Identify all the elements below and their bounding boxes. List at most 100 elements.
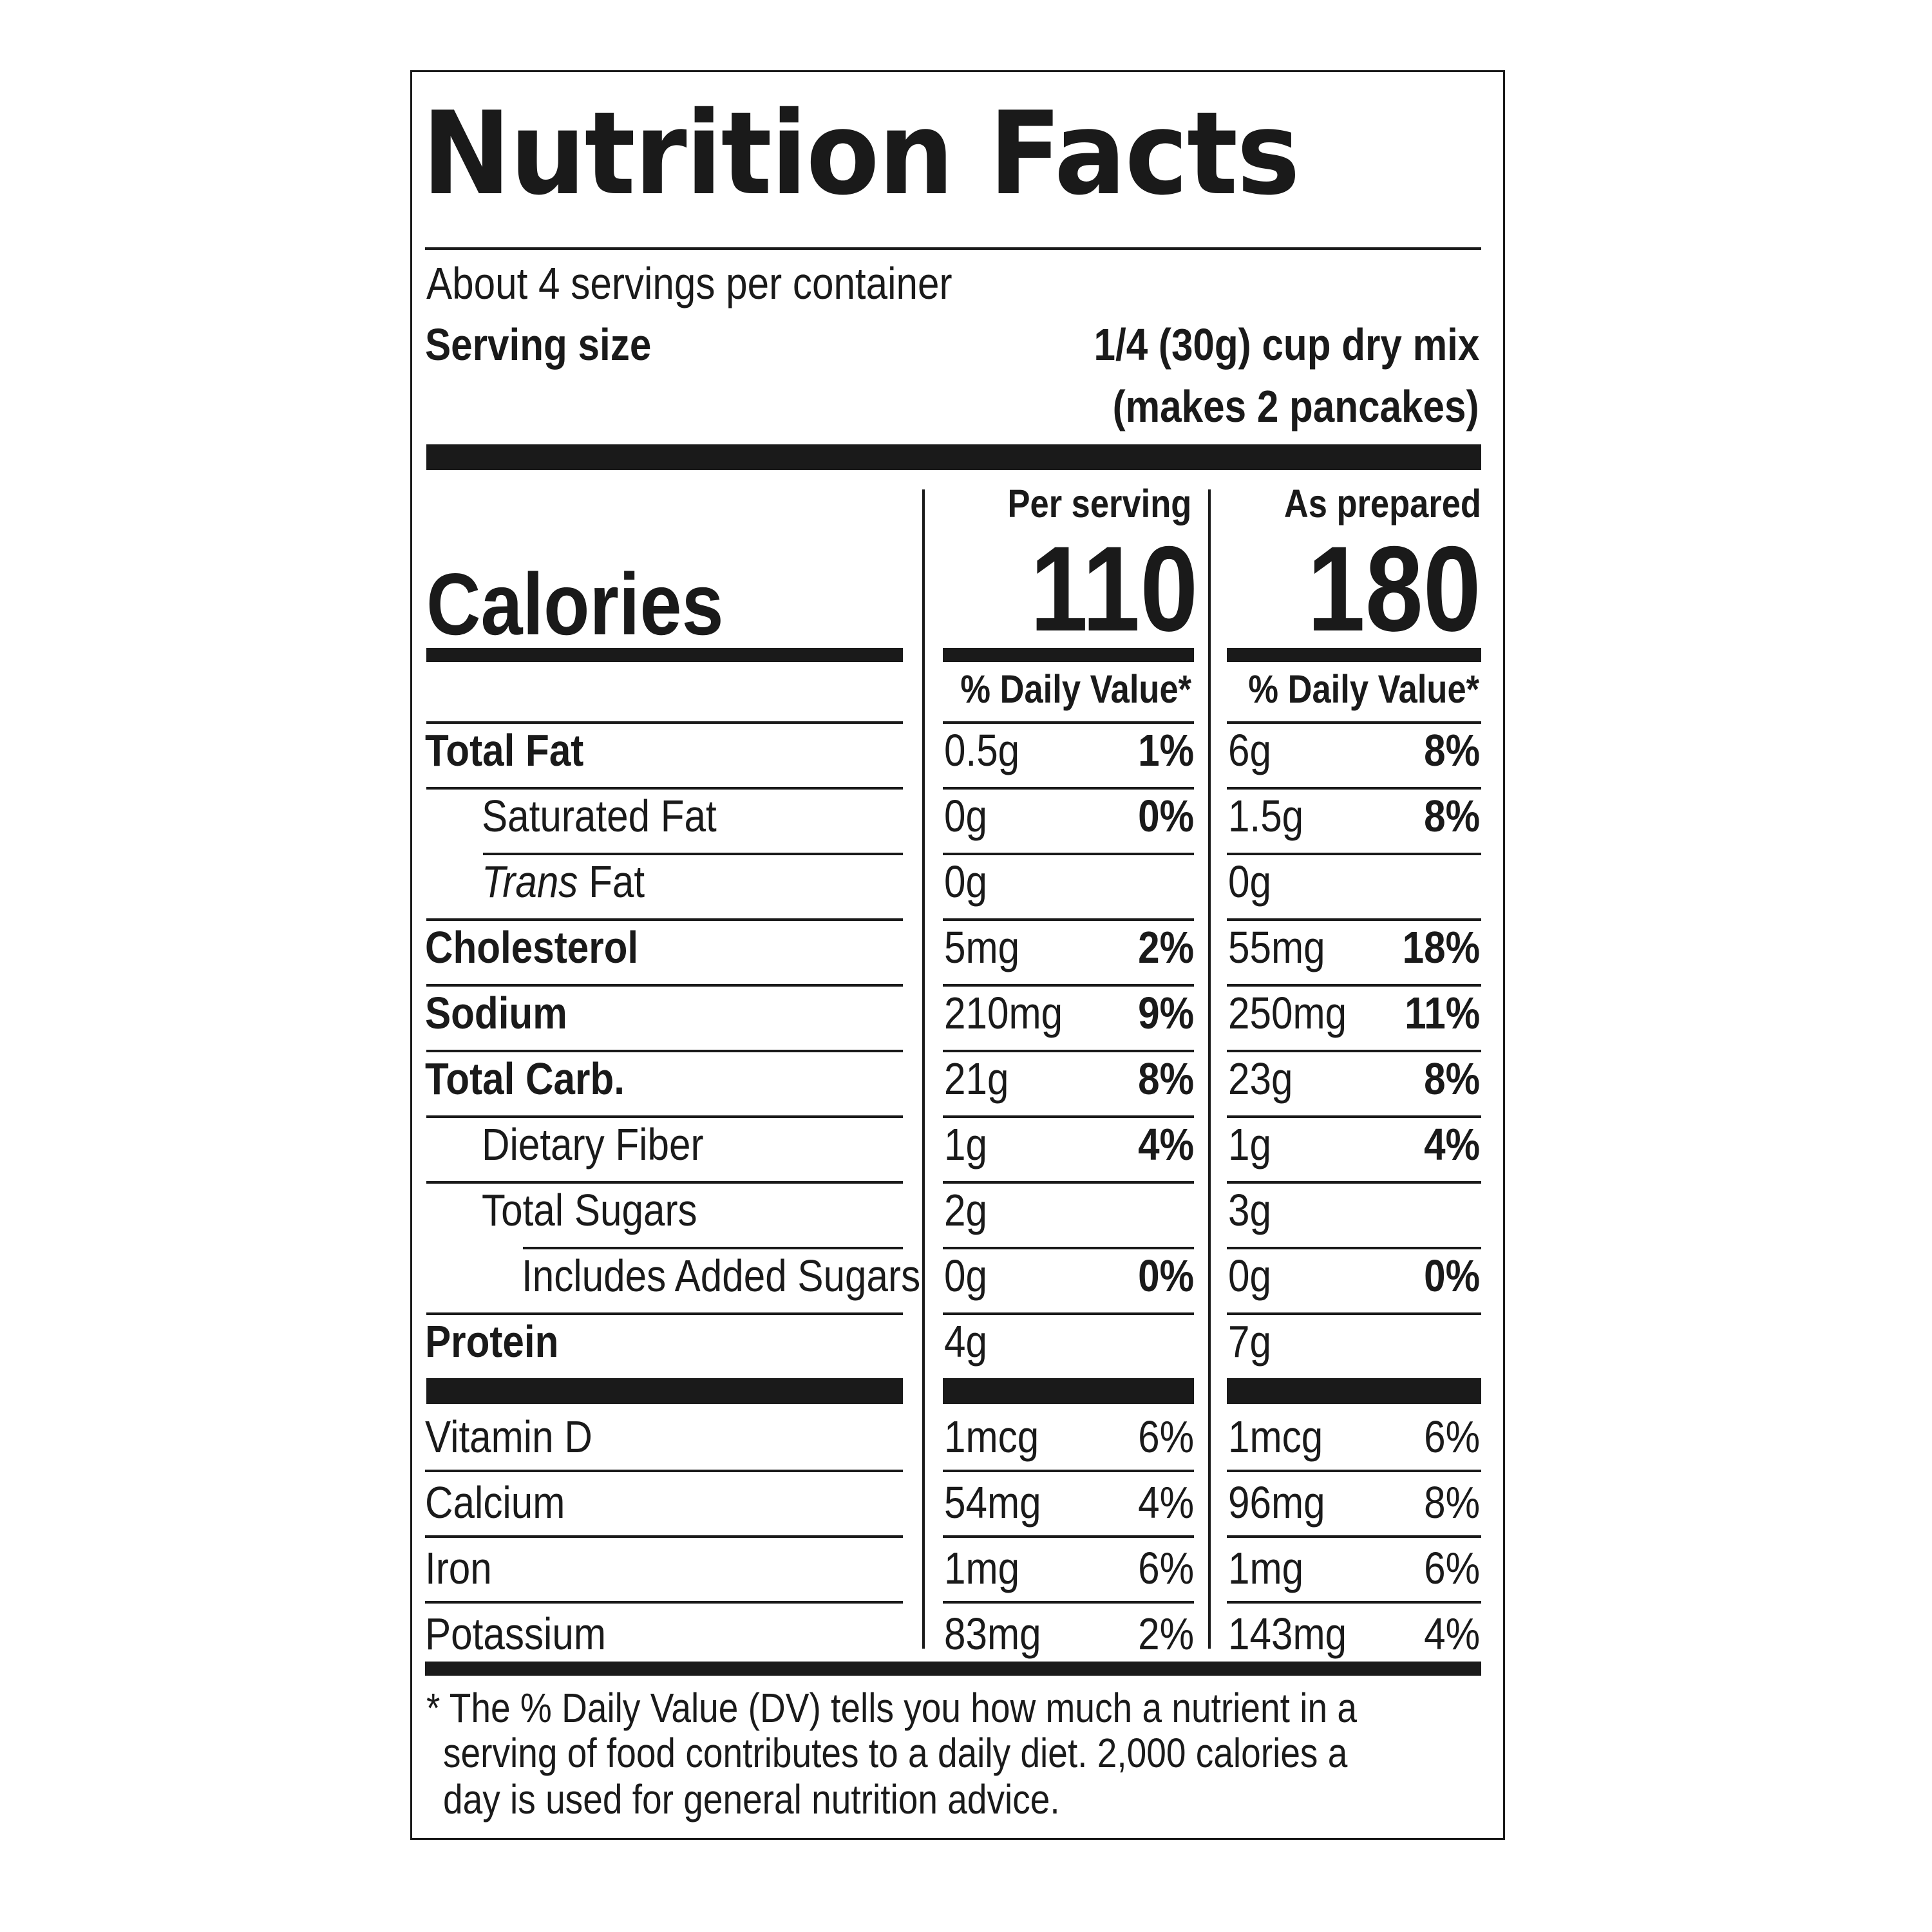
footnote-line: day is used for general nutrition advice… (443, 1776, 1060, 1823)
nutrient-name-italic: Trans (482, 857, 578, 907)
amount-as-prepared: 6g (1228, 725, 1271, 775)
footnote-line: * The % Daily Value (DV) tells you how m… (426, 1685, 1357, 1731)
column-separator (1208, 489, 1211, 1649)
row-divider (943, 1535, 1194, 1538)
thick-divider (426, 1378, 903, 1404)
row-divider (1227, 1247, 1481, 1249)
row-divider (1227, 918, 1481, 921)
row-divider (1227, 721, 1481, 724)
nutrient-name: Total Sugars (482, 1185, 697, 1235)
row-divider (1227, 1601, 1481, 1604)
calories-per-serving: 110 (1030, 521, 1198, 656)
calories-as-prepared: 180 (1307, 521, 1481, 656)
footnote-line: serving of food contributes to a daily d… (443, 1730, 1348, 1776)
row-divider (425, 1535, 903, 1538)
row-divider (943, 787, 1194, 790)
amount-per-serving: 0.5g (944, 725, 1020, 775)
row-divider (426, 721, 903, 724)
serving-size-value: 1/4 (30g) cup dry mix (1094, 319, 1479, 370)
servings-per-container: About 4 servings per container (426, 258, 952, 308)
dv-as-prepared: 8% (1423, 1477, 1480, 1528)
amount-as-prepared: 250mg (1228, 988, 1347, 1038)
row-divider (1227, 984, 1481, 987)
dv-as-prepared: 18% (1402, 922, 1480, 972)
medium-divider (425, 1662, 1481, 1676)
nutrient-name: Trans Fat (482, 859, 645, 904)
dv-as-prepared: 6% (1423, 1412, 1480, 1462)
nutrient-name: Sodium (425, 988, 567, 1038)
row-divider (426, 1115, 903, 1118)
dv-per-serving: 6% (1137, 1412, 1194, 1462)
row-divider (943, 853, 1194, 855)
amount-per-serving: 4g (944, 1316, 987, 1367)
medium-divider (426, 648, 903, 662)
nutrient-name: Cholesterol (425, 922, 639, 972)
amount-per-serving: 1mcg (944, 1412, 1039, 1462)
vitamin-name: Potassium (425, 1609, 607, 1659)
dv-per-serving: 2% (1137, 922, 1194, 972)
amount-as-prepared: 3g (1228, 1185, 1271, 1235)
row-divider (943, 918, 1194, 921)
dv-per-serving: 2% (1137, 1609, 1194, 1659)
row-divider (943, 1247, 1194, 1249)
amount-per-serving: 0g (944, 791, 987, 841)
amount-as-prepared: 1.5g (1228, 791, 1304, 841)
row-divider (426, 918, 903, 921)
nutrient-name: Total Carb. (425, 1054, 625, 1104)
amount-per-serving: 54mg (944, 1477, 1041, 1528)
amount-as-prepared: 143mg (1228, 1609, 1347, 1659)
amount-as-prepared: 1mg (1228, 1543, 1304, 1593)
nutrient-name: Total Fat (425, 725, 584, 775)
row-divider (943, 984, 1194, 987)
row-divider (426, 787, 903, 790)
amount-as-prepared: 0g (1228, 1251, 1271, 1301)
dv-as-prepared: 8% (1423, 1054, 1480, 1104)
medium-divider (943, 648, 1194, 662)
nutrient-name-rest: Fat (578, 857, 645, 907)
amount-as-prepared: 7g (1228, 1316, 1271, 1367)
medium-divider (1227, 648, 1481, 662)
dv-per-serving: 0% (1137, 791, 1194, 841)
amount-per-serving: 1g (944, 1119, 987, 1170)
row-divider (943, 1601, 1194, 1604)
dv-header-as-prepared: % Daily Value* (1248, 667, 1479, 711)
nutrient-name: Dietary Fiber (482, 1119, 704, 1170)
dv-per-serving: 8% (1137, 1054, 1194, 1104)
divider (425, 247, 1481, 250)
row-divider (943, 1115, 1194, 1118)
per-serving-header: Per serving (1007, 482, 1191, 526)
column-separator (922, 489, 925, 1649)
row-divider (1227, 1115, 1481, 1118)
vitamin-name: Iron (425, 1543, 492, 1593)
row-divider (1227, 853, 1481, 855)
vitamin-name: Calcium (425, 1477, 565, 1528)
dv-as-prepared: 0% (1423, 1251, 1480, 1301)
amount-per-serving: 5mg (944, 922, 1020, 972)
row-divider (1227, 1470, 1481, 1472)
row-divider (943, 1470, 1194, 1472)
amount-per-serving: 210mg (944, 988, 1063, 1038)
vitamin-name: Vitamin D (425, 1412, 592, 1462)
amount-as-prepared: 23g (1228, 1054, 1293, 1104)
dv-as-prepared: 4% (1423, 1119, 1480, 1170)
row-divider (426, 1181, 903, 1184)
amount-as-prepared: 96mg (1228, 1477, 1325, 1528)
dv-as-prepared: 8% (1423, 725, 1480, 775)
amount-per-serving: 21g (944, 1054, 1009, 1104)
row-divider (943, 1312, 1194, 1315)
nutrient-name: Saturated Fat (482, 791, 717, 841)
amount-as-prepared: 1mcg (1228, 1412, 1323, 1462)
row-divider (426, 984, 903, 987)
dv-as-prepared: 6% (1423, 1543, 1480, 1593)
nutrient-name: Protein (425, 1316, 559, 1367)
dv-per-serving: 4% (1137, 1477, 1194, 1528)
row-divider (1227, 1050, 1481, 1052)
amount-per-serving: 0g (944, 1251, 987, 1301)
thick-divider (1227, 1378, 1481, 1404)
row-divider (425, 1470, 903, 1472)
nutrient-name: Includes Added Sugars (522, 1251, 921, 1301)
dv-as-prepared: 8% (1423, 791, 1480, 841)
row-divider (1227, 1312, 1481, 1315)
row-divider (426, 1312, 903, 1315)
amount-per-serving: 0g (944, 857, 987, 907)
